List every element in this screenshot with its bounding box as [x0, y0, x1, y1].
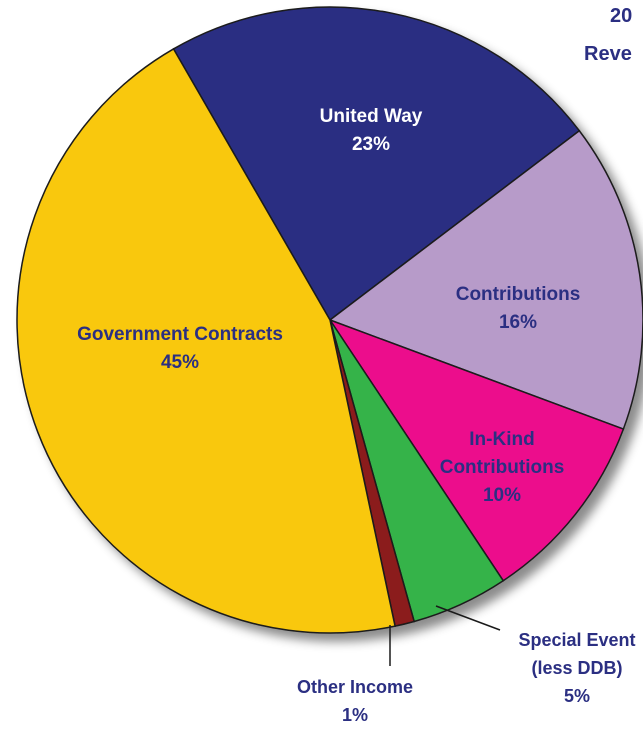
slice-labels: United Way 23% Contributions 16% In-Kind Cont… — [77, 106, 635, 725]
pie-slice-in-kind — [328, 318, 625, 582]
slice-label-in-kind-line-1: In-Kind — [469, 429, 534, 450]
pie-slice-government-contracts — [16, 47, 396, 634]
slice-label-government-contracts-line-1: Government Contracts — [77, 324, 283, 345]
title-line-1: 20 — [610, 5, 632, 27]
slice-label-contributions-line-1: Contributions — [456, 284, 581, 305]
pie-slice-contributions — [328, 129, 643, 431]
leader-line-special-event — [435, 605, 501, 631]
slice-label-government-contracts-line-2: 45% — [161, 352, 199, 373]
slice-label-in-kind-line-2: Contributions — [440, 457, 565, 478]
chart-title: 20 Reve — [584, 5, 632, 65]
pie-slice-united-way — [172, 6, 581, 322]
slice-label-united-way-line-1: United Way — [320, 106, 423, 127]
slice-label-other-income-line-1: Other Income — [297, 677, 413, 697]
slice-label-special-event-line-1: Special Event — [518, 630, 635, 650]
slice-label-special-event-line-2: (less DDB) — [531, 658, 622, 678]
slice-label-united-way-line-2: 23% — [352, 134, 390, 155]
title-line-2: Reve — [584, 43, 632, 65]
pie-slices — [16, 6, 643, 634]
slice-label-other-income-line-2: 1% — [342, 705, 368, 724]
slice-label-contributions-line-2: 16% — [499, 312, 537, 333]
slice-label-special-event-line-3: 5% — [564, 686, 590, 706]
slice-label-in-kind-line-3: 10% — [483, 485, 521, 506]
